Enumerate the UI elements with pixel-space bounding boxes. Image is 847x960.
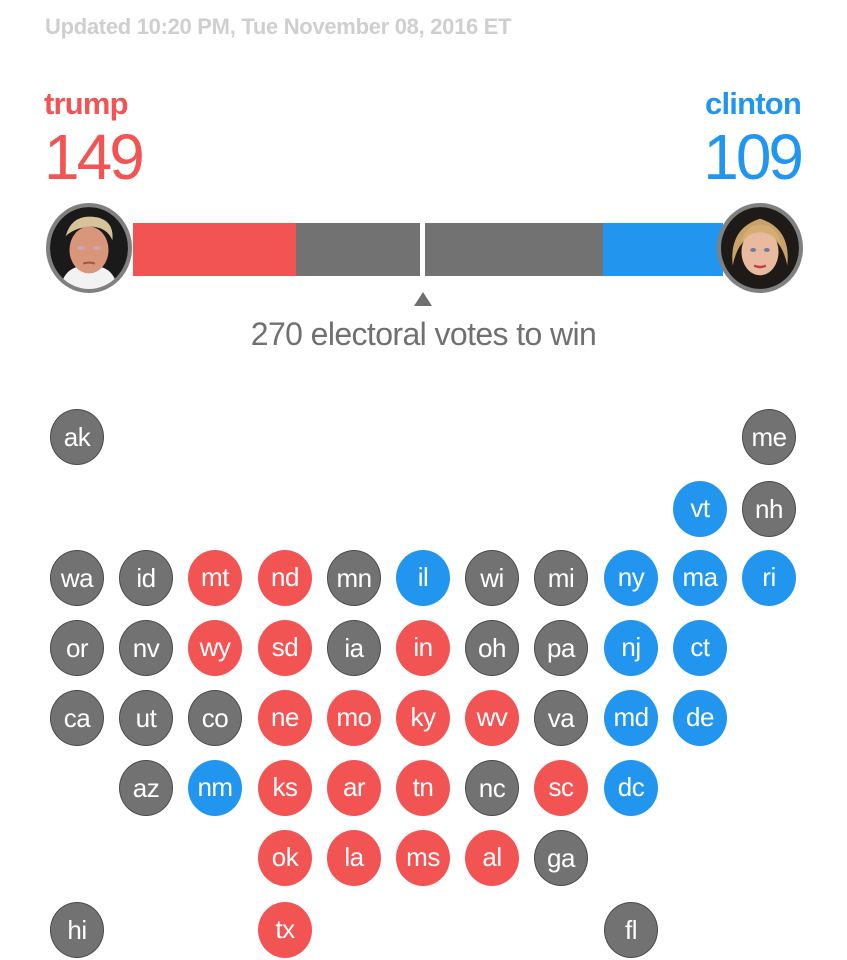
- clinton-portrait-icon: [721, 207, 799, 289]
- state-tile-ny[interactable]: ny: [604, 550, 658, 606]
- state-tile-va[interactable]: va: [534, 690, 588, 746]
- state-tile-wi[interactable]: wi: [465, 550, 519, 606]
- state-tile-me[interactable]: me: [742, 409, 796, 465]
- bar-segment-trump: [133, 223, 296, 276]
- state-tile-ct[interactable]: ct: [673, 620, 727, 676]
- state-tile-nh[interactable]: nh: [742, 481, 796, 537]
- state-tile-nc[interactable]: nc: [465, 760, 519, 816]
- bar-segment-clinton: [603, 223, 723, 276]
- state-tile-md[interactable]: md: [604, 690, 658, 746]
- state-tile-ms[interactable]: ms: [396, 830, 450, 886]
- trump-name: trump: [44, 86, 129, 121]
- clinton-name: clinton: [705, 86, 802, 121]
- state-tile-ne[interactable]: ne: [258, 690, 312, 746]
- state-tile-wv[interactable]: wv: [465, 690, 519, 746]
- state-tile-nm[interactable]: nm: [188, 760, 242, 816]
- state-tile-ut[interactable]: ut: [119, 690, 173, 746]
- clinton-avatar: [717, 203, 803, 293]
- state-tile-ca[interactable]: ca: [50, 690, 104, 746]
- electoral-vote-bar: [133, 223, 723, 276]
- state-tile-fl[interactable]: fl: [604, 902, 658, 958]
- state-tile-hi[interactable]: hi: [50, 902, 104, 958]
- state-tile-wy[interactable]: wy: [188, 620, 242, 676]
- state-tile-ma[interactable]: ma: [673, 550, 727, 606]
- clinton-votes: 109: [703, 121, 804, 193]
- state-tile-la[interactable]: la: [327, 830, 381, 886]
- state-tile-id[interactable]: id: [119, 550, 173, 606]
- state-tile-ky[interactable]: ky: [396, 690, 450, 746]
- votes-to-win-label: 270 electoral votes to win: [250, 316, 597, 352]
- state-tile-nd[interactable]: nd: [258, 550, 312, 606]
- triangle-up-icon: [414, 292, 432, 306]
- state-tile-sd[interactable]: sd: [258, 620, 312, 676]
- state-tile-vt[interactable]: vt: [673, 481, 727, 537]
- state-tile-ia[interactable]: ia: [327, 620, 381, 676]
- state-tile-de[interactable]: de: [673, 690, 727, 746]
- trump-votes: 149: [44, 121, 145, 193]
- state-tile-in[interactable]: in: [396, 620, 450, 676]
- updated-timestamp: Updated 10:20 PM, Tue November 08, 2016 …: [45, 14, 512, 39]
- state-tile-mo[interactable]: mo: [327, 690, 381, 746]
- state-tile-or[interactable]: or: [50, 620, 104, 676]
- state-tile-mi[interactable]: mi: [534, 550, 588, 606]
- state-tile-tx[interactable]: tx: [258, 902, 312, 958]
- state-tile-oh[interactable]: oh: [465, 620, 519, 676]
- state-tile-dc[interactable]: dc: [604, 760, 658, 816]
- bar-segment-undecided: [296, 223, 603, 276]
- state-tile-nj[interactable]: nj: [604, 620, 658, 676]
- state-tile-ri[interactable]: ri: [742, 550, 796, 606]
- state-tile-nv[interactable]: nv: [119, 620, 173, 676]
- state-tile-sc[interactable]: sc: [534, 760, 588, 816]
- state-tile-tn[interactable]: tn: [396, 760, 450, 816]
- win-threshold-divider: [420, 220, 425, 278]
- state-tile-il[interactable]: il: [396, 550, 450, 606]
- state-tile-co[interactable]: co: [188, 690, 242, 746]
- state-tile-ga[interactable]: ga: [534, 830, 588, 886]
- state-tile-ak[interactable]: ak: [50, 409, 104, 465]
- trump-avatar: [46, 203, 132, 293]
- state-tile-wa[interactable]: wa: [50, 550, 104, 606]
- state-tile-ks[interactable]: ks: [258, 760, 312, 816]
- state-tile-ar[interactable]: ar: [327, 760, 381, 816]
- state-tile-ok[interactable]: ok: [258, 830, 312, 886]
- trump-portrait-icon: [50, 207, 128, 289]
- state-tile-pa[interactable]: pa: [534, 620, 588, 676]
- state-tile-az[interactable]: az: [119, 760, 173, 816]
- state-tile-al[interactable]: al: [465, 830, 519, 886]
- state-tile-mt[interactable]: mt: [188, 550, 242, 606]
- state-tile-mn[interactable]: mn: [327, 550, 381, 606]
